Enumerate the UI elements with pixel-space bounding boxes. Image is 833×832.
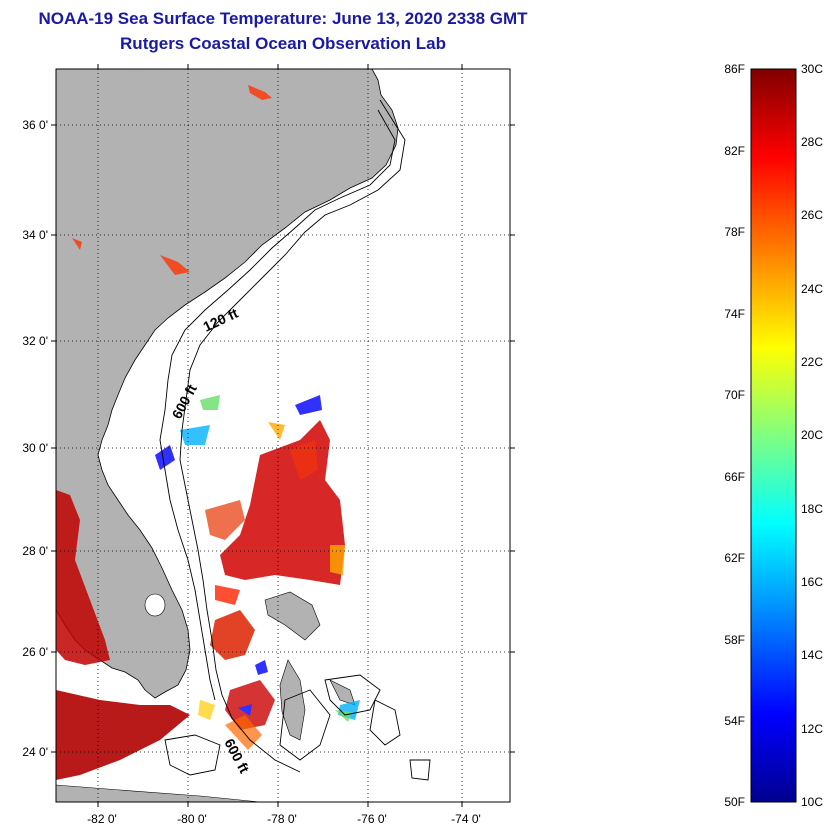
colorbar-f-label: 58F xyxy=(724,633,745,647)
colorbar-f-label: 54F xyxy=(724,714,745,728)
lat-label: 28 0' xyxy=(22,544,48,558)
land-mass xyxy=(56,69,399,699)
map-subtitle: Rutgers Coastal Ocean Observation Lab xyxy=(120,34,446,53)
lat-label: 24 0' xyxy=(22,745,48,759)
colorbar xyxy=(750,68,797,803)
colorbar-c-label: 12C xyxy=(801,722,823,736)
colorbar-f-label: 86F xyxy=(724,62,745,76)
lat-label: 32 0' xyxy=(22,334,48,348)
colorbar-f-label: 82F xyxy=(724,144,745,158)
tick-marks xyxy=(51,64,515,807)
map-border xyxy=(55,68,511,803)
colorbar-f-label: 78F xyxy=(724,225,745,239)
colorbar-f-label: 66F xyxy=(724,470,745,484)
colorbar-c-label: 22C xyxy=(801,355,823,369)
lat-label: 36 0' xyxy=(22,118,48,132)
sst-pixels xyxy=(56,85,360,780)
lon-label: -74 0' xyxy=(451,812,481,826)
lon-label: -82 0' xyxy=(87,812,117,826)
lat-label: 34 0' xyxy=(22,228,48,242)
lon-label: -78 0' xyxy=(267,812,297,826)
lat-label: 30 0' xyxy=(22,441,48,455)
map-title: NOAA-19 Sea Surface Temperature: June 13… xyxy=(38,9,528,28)
colorbar-f-label: 62F xyxy=(724,551,745,565)
colorbar-c-label: 26C xyxy=(801,208,823,222)
colorbar-c-label: 24C xyxy=(801,282,823,296)
colorbar-f-label: 70F xyxy=(724,388,745,402)
colorbar-c-label: 16C xyxy=(801,575,823,589)
colorbar-c-label: 30C xyxy=(801,62,823,76)
colorbar-c-label: 10C xyxy=(801,795,823,809)
colorbar-c-label: 18C xyxy=(801,502,823,516)
lon-label: -80 0' xyxy=(177,812,207,826)
colorbar-f-label: 50F xyxy=(724,795,745,809)
colorbar-c-label: 28C xyxy=(801,135,823,149)
colorbar-c-label: 20C xyxy=(801,428,823,442)
bahamas-land xyxy=(56,591,356,802)
lake-okeechobee xyxy=(144,593,166,617)
depth-contours xyxy=(159,99,431,781)
colorbar-f-label: 74F xyxy=(724,307,745,321)
lon-label: -76 0' xyxy=(357,812,387,826)
colorbar-c-label: 14C xyxy=(801,648,823,662)
lat-label: 26 0' xyxy=(22,645,48,659)
